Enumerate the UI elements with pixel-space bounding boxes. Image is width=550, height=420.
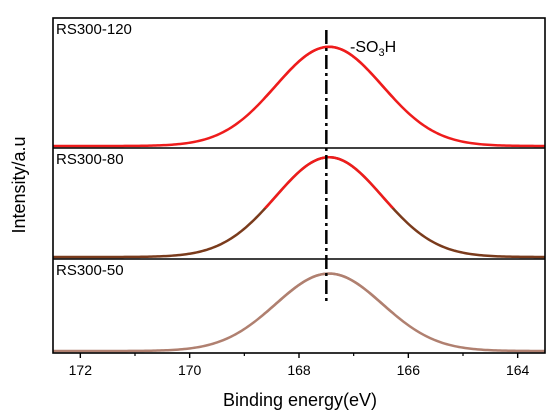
- x-ticks-group: 172 170 168 166 164: [69, 353, 530, 378]
- plot-border: [52, 17, 546, 354]
- y-axis-label: Intensity/a.u: [9, 136, 29, 233]
- x-tick-label-170: 170: [178, 362, 202, 378]
- x-axis-label: Binding energy(eV): [223, 390, 377, 410]
- panel-label-RS300-50: RS300-50: [56, 262, 124, 279]
- x-tick-label-168: 168: [287, 362, 311, 378]
- x-tick-label-166: 166: [397, 362, 421, 378]
- panel-label-RS300-80: RS300-80: [56, 151, 124, 168]
- panel-label-RS300-120: RS300-120: [56, 21, 132, 38]
- series-RS300-120: [263, 45, 395, 98]
- plot-frame: [52, 17, 546, 354]
- x-tick-label-172: 172: [69, 362, 93, 378]
- x-tick-label-164: 164: [506, 362, 530, 378]
- series-RS300-50: [263, 272, 396, 314]
- annotation-so3h: -SO3H: [350, 39, 396, 59]
- panels-group: RS300-120 RS300-80 RS300-50: [53, 21, 546, 353]
- series-RS300-80: [263, 156, 395, 209]
